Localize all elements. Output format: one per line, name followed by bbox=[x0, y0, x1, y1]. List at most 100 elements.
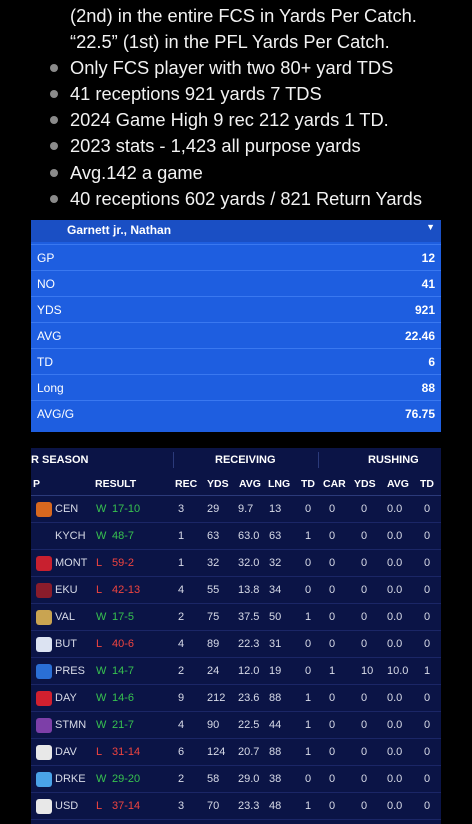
column-header[interactable]: YDS bbox=[207, 478, 229, 490]
stat-cell-ravg: 0.0 bbox=[387, 746, 403, 758]
stat-cell-ryds: 0 bbox=[361, 638, 368, 650]
stat-value: 88 bbox=[421, 381, 435, 395]
team-logo-icon bbox=[36, 772, 52, 787]
player-name: Garnett jr., Nathan bbox=[67, 223, 172, 237]
stat-cell-ryds: 0 bbox=[361, 746, 368, 758]
stat-value: 6 bbox=[428, 355, 435, 369]
stat-cell-yds: 55 bbox=[207, 584, 220, 596]
stat-cell-td: 0 bbox=[305, 584, 312, 596]
stat-label: AVG bbox=[37, 329, 62, 343]
opponent[interactable]: CEN bbox=[55, 503, 79, 515]
opponent[interactable]: DRKE bbox=[55, 773, 86, 785]
player-select[interactable]: Garnett jr., Nathan ▼ bbox=[31, 220, 441, 242]
group-divider bbox=[173, 452, 174, 468]
stat-cell-rec: 4 bbox=[178, 638, 185, 650]
opponent[interactable]: USD bbox=[55, 800, 79, 812]
opponent[interactable]: EKU bbox=[55, 584, 78, 596]
result-wl: W bbox=[96, 611, 107, 623]
table-row[interactable]: CEN W 17-10 3 29 9.7 13 0 0 0 0.0 0 bbox=[31, 496, 441, 523]
column-header[interactable]: LNG bbox=[268, 478, 291, 490]
table-row[interactable]: KYCH W 48-7 1 63 63.0 63 1 0 0 0.0 0 bbox=[31, 523, 441, 550]
receiving-group-header: RECEIVING bbox=[215, 454, 276, 466]
result-score[interactable]: 14-6 bbox=[112, 692, 135, 704]
stat-cell-td: 0 bbox=[305, 665, 312, 677]
result-wl: W bbox=[96, 503, 107, 515]
opponent[interactable]: MONT bbox=[55, 557, 88, 569]
stat-cell-ryds: 0 bbox=[361, 692, 368, 704]
opponent[interactable]: BUT bbox=[55, 638, 77, 650]
note-text: Only FCS player with two 80+ yard TDS bbox=[70, 57, 394, 78]
table-row[interactable]: STMN W 21-7 4 90 22.5 44 1 0 0 0.0 0 bbox=[31, 712, 441, 739]
opponent[interactable]: VAL bbox=[55, 611, 75, 623]
stat-cell-avg: 22.5 bbox=[238, 719, 260, 731]
stat-cell-lng: 31 bbox=[269, 638, 282, 650]
stat-cell-car: 0 bbox=[329, 692, 336, 704]
result-score[interactable]: 40-6 bbox=[112, 638, 135, 650]
stat-cell-rec: 2 bbox=[178, 665, 185, 677]
stat-cell-ryds: 0 bbox=[361, 584, 368, 596]
column-header[interactable]: RESULT bbox=[95, 478, 137, 490]
table-row[interactable]: DAV L 31-14 6 124 20.7 88 1 0 0 0.0 0 bbox=[31, 739, 441, 766]
table-row[interactable]: DAY W 14-6 9 212 23.6 88 1 0 0 0.0 0 bbox=[31, 685, 441, 712]
group-divider bbox=[318, 452, 319, 468]
column-header[interactable]: TD bbox=[420, 478, 434, 490]
bullet-icon bbox=[50, 90, 58, 98]
opponent[interactable]: STMN bbox=[55, 719, 87, 731]
result-score[interactable]: 17-10 bbox=[112, 503, 141, 515]
stat-cell-rtd: 0 bbox=[424, 503, 431, 515]
team-logo-icon bbox=[36, 691, 52, 706]
result-score[interactable]: 48-7 bbox=[112, 530, 135, 542]
table-row[interactable]: VAL W 17-5 2 75 37.5 50 1 0 0 0.0 0 bbox=[31, 604, 441, 631]
stat-cell-td: 0 bbox=[305, 503, 312, 515]
column-header[interactable]: YDS bbox=[354, 478, 376, 490]
stat-cell-rtd: 0 bbox=[424, 746, 431, 758]
opponent[interactable]: PRES bbox=[55, 665, 85, 677]
column-header[interactable]: P bbox=[33, 478, 41, 490]
stat-cell-ravg: 0.0 bbox=[387, 503, 403, 515]
stat-cell-rec: 3 bbox=[178, 800, 185, 812]
result-score[interactable]: 14-7 bbox=[112, 665, 135, 677]
result-score[interactable]: 21-7 bbox=[112, 719, 135, 731]
stat-cell-ryds: 0 bbox=[361, 557, 368, 569]
chevron-down-icon[interactable]: ▼ bbox=[426, 222, 435, 232]
team-logo-icon bbox=[36, 502, 52, 517]
stat-cell-avg: 32.0 bbox=[238, 557, 260, 569]
column-header[interactable]: AVG bbox=[239, 478, 261, 490]
opponent[interactable]: KYCH bbox=[55, 530, 86, 542]
stat-cell-avg: 12.0 bbox=[238, 665, 260, 677]
opponent[interactable]: DAV bbox=[55, 746, 77, 758]
stat-cell-lng: 63 bbox=[269, 530, 282, 542]
table-row[interactable]: PRES W 14-7 2 24 12.0 19 0 1 10 10.0 1 bbox=[31, 658, 441, 685]
stat-label: YDS bbox=[37, 303, 62, 317]
stat-row: YDS 921 bbox=[31, 296, 441, 322]
header-divider bbox=[31, 495, 441, 496]
table-row[interactable]: DRKE W 29-20 2 58 29.0 38 0 0 0 0.0 0 bbox=[31, 766, 441, 793]
column-header[interactable]: REC bbox=[175, 478, 198, 490]
stat-cell-yds: 32 bbox=[207, 557, 220, 569]
stat-cell-lng: 32 bbox=[269, 557, 282, 569]
result-score[interactable]: 42-13 bbox=[112, 584, 141, 596]
result-score[interactable]: 37-14 bbox=[112, 800, 141, 812]
stat-cell-rtd: 0 bbox=[424, 557, 431, 569]
stat-cell-td: 1 bbox=[305, 719, 312, 731]
stat-cell-avg: 29.0 bbox=[238, 773, 260, 785]
stat-label: GP bbox=[37, 251, 55, 265]
result-score[interactable]: 59-2 bbox=[112, 557, 135, 569]
stat-cell-rec: 6 bbox=[178, 746, 185, 758]
result-score[interactable]: 31-14 bbox=[112, 746, 141, 758]
table-row[interactable]: USD L 37-14 3 70 23.3 48 1 0 0 0.0 0 bbox=[31, 793, 441, 820]
column-header[interactable]: CAR bbox=[323, 478, 346, 490]
table-row[interactable]: MONT L 59-2 1 32 32.0 32 0 0 0 0.0 0 bbox=[31, 550, 441, 577]
stat-cell-ryds: 0 bbox=[361, 800, 368, 812]
opponent[interactable]: DAY bbox=[55, 692, 77, 704]
stat-cell-rtd: 0 bbox=[424, 800, 431, 812]
result-score[interactable]: 17-5 bbox=[112, 611, 135, 623]
table-row[interactable]: EKU L 42-13 4 55 13.8 34 0 0 0 0.0 0 bbox=[31, 577, 441, 604]
table-row[interactable]: BUT L 40-6 4 89 22.3 31 0 0 0 0.0 0 bbox=[31, 631, 441, 658]
column-header[interactable]: AVG bbox=[387, 478, 409, 490]
column-header[interactable]: TD bbox=[301, 478, 315, 490]
stat-row: AVG/G 76.75 bbox=[31, 400, 441, 426]
result-wl: W bbox=[96, 530, 107, 542]
result-score[interactable]: 29-20 bbox=[112, 773, 141, 785]
team-logo-icon bbox=[36, 799, 52, 814]
